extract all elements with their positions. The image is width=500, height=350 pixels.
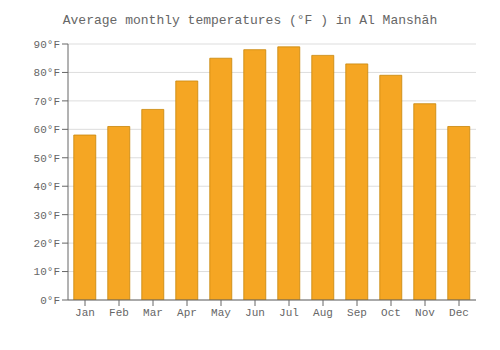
svg-text:40°F: 40°F — [34, 181, 60, 193]
svg-text:Nov: Nov — [415, 307, 435, 319]
html-text:Average monthly temperatures (: Average monthly temperatures (°F ) in Al… — [62, 13, 438, 28]
svg-text:Mar: Mar — [143, 307, 163, 319]
svg-text:20°F: 20°F — [34, 238, 60, 250]
svg-text:80°F: 80°F — [34, 67, 60, 79]
svg-text:Sep: Sep — [347, 307, 367, 319]
svg-text:Dec: Dec — [449, 307, 469, 319]
svg-text:0°F: 0°F — [40, 295, 60, 307]
svg-text:50°F: 50°F — [34, 153, 60, 165]
svg-text:Apr: Apr — [177, 307, 197, 319]
svg-text:30°F: 30°F — [34, 210, 60, 222]
svg-text:Feb: Feb — [109, 307, 129, 319]
svg-text:May: May — [211, 307, 231, 319]
svg-text:Oct: Oct — [381, 307, 401, 319]
svg-text:Jun: Jun — [245, 307, 265, 319]
svg-text:60°F: 60°F — [34, 124, 60, 136]
svg-text:Aug: Aug — [313, 307, 333, 319]
svg-text:Jul: Jul — [279, 307, 299, 319]
svg-text:90°F: 90°F — [34, 39, 60, 51]
svg-text:70°F: 70°F — [34, 96, 60, 108]
svg-text:Jan: Jan — [75, 307, 95, 319]
svg-text:10°F: 10°F — [34, 266, 60, 278]
